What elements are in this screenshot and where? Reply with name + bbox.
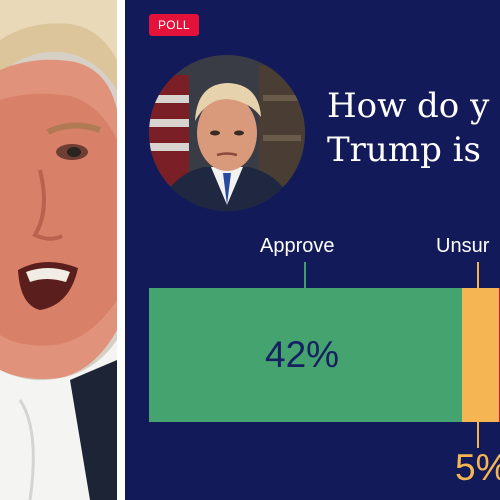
left-photo: [0, 0, 117, 500]
poll-result-bar: 42%: [149, 288, 500, 422]
man-portrait-photo: [149, 55, 305, 211]
question-line-1: How do y: [327, 86, 490, 126]
poll-question: How do y Trump is: [327, 84, 500, 172]
approve-segment: 42%: [149, 288, 462, 422]
poll-badge: POLL: [149, 14, 199, 36]
unsure-tick-top: [477, 262, 479, 288]
unsure-segment: [461, 288, 500, 422]
approve-tick: [304, 262, 306, 288]
portrait-avatar: [149, 55, 305, 211]
man-shouting-photo: [0, 0, 117, 500]
question-line-2: Trump is: [327, 130, 492, 170]
poll-card: POLL: [125, 0, 500, 500]
approve-value: 42%: [265, 334, 340, 375]
unsure-value: 5%: [455, 447, 500, 488]
unsure-tick-bottom: [477, 422, 479, 448]
unsure-label: Unsur: [436, 235, 490, 257]
approve-label: Approve: [260, 235, 335, 257]
